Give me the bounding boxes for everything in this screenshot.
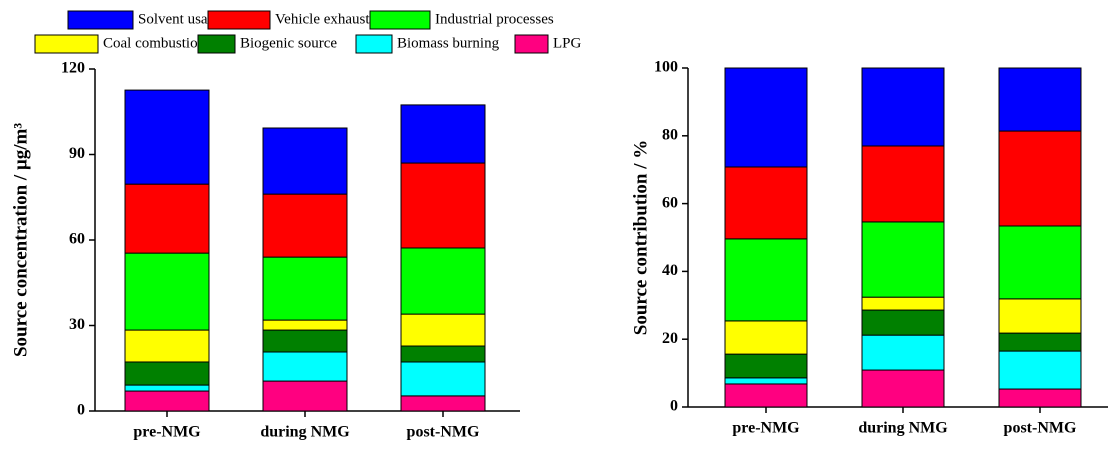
legend-swatch [197,34,236,54]
bar-segment [724,353,808,379]
x-tick-label: during NMG [260,424,350,441]
y-tick-label: 40 [662,262,678,279]
bar-segment [861,334,945,371]
bar-segment [262,127,348,195]
bar-segment [400,247,486,315]
x-tick-label: post-NMG [407,424,480,441]
y-axis-title: Source concentration / μg/m³ [10,123,31,357]
y-tick-label: 0 [670,398,678,415]
bar-segment [998,225,1082,300]
y-tick-label: 30 [69,316,85,333]
legend-label: LPG [553,35,582,51]
bar-segment [998,130,1082,227]
x-tick-label: post-NMG [1004,420,1077,437]
bar-segment [124,183,210,254]
bar-segment [998,298,1082,334]
y-tick-label: 0 [77,402,85,419]
x-tick-label: pre-NMG [732,420,800,437]
legend-swatch [355,34,393,54]
bar-segment [262,193,348,258]
bar-segment [724,166,808,240]
bar-segment [400,162,486,249]
bar-segment [724,377,808,385]
legend-swatch [207,10,271,30]
legend-label: Solvent usage [138,11,222,27]
y-tick-label: 80 [662,126,678,143]
bar-segment [400,361,486,397]
bar-segment [124,384,210,392]
bar-segment [998,388,1082,408]
bar-segment [262,380,348,412]
x-tick-label: pre-NMG [133,424,201,441]
legend-swatch [67,10,134,30]
bar-segment [724,238,808,322]
y-tick-label: 90 [69,145,85,162]
y-tick-label: 60 [69,231,85,248]
bar-segment [262,329,348,353]
bar-segment [400,313,486,347]
bar-segment [124,390,210,412]
legend-label: Coal combustion [103,35,206,51]
bar-segment [400,104,486,164]
bar-segment [998,332,1082,352]
bar-segment [262,319,348,331]
y-axis-title: Source contribution / % [630,140,651,335]
bar-segment [124,361,210,386]
legend-label: Industrial processes [435,11,554,27]
bar-segment [861,369,945,408]
bar-segment [724,67,808,168]
bar-segment [724,320,808,355]
bar-segment [998,350,1082,390]
bar-segment [861,145,945,223]
y-tick-label: 20 [662,330,678,347]
bar-segment [998,67,1082,132]
bar-segment [861,296,945,311]
y-tick-label: 120 [61,60,85,77]
bar-segment [124,329,210,363]
bar-segment [861,67,945,147]
legend-swatch [514,34,549,54]
legend-label: Biomass burning [397,35,500,51]
x-tick-label: during NMG [858,420,948,437]
y-tick-label: 60 [662,194,678,211]
legend-label: Vehicle exhausts [275,11,376,27]
bar-segment [124,252,210,331]
bar-segment [124,89,210,185]
y-tick-label: 100 [654,59,678,76]
bar-segment [400,395,486,412]
legend-swatch [34,34,99,54]
bar-segment [262,351,348,382]
bar-segment [724,383,808,408]
bar-segment [861,309,945,336]
bar-segment [861,221,945,298]
bar-segment [400,345,486,363]
legend-swatch [369,10,431,30]
bar-segment [262,256,348,321]
legend-label: Biogenic source [240,35,337,51]
